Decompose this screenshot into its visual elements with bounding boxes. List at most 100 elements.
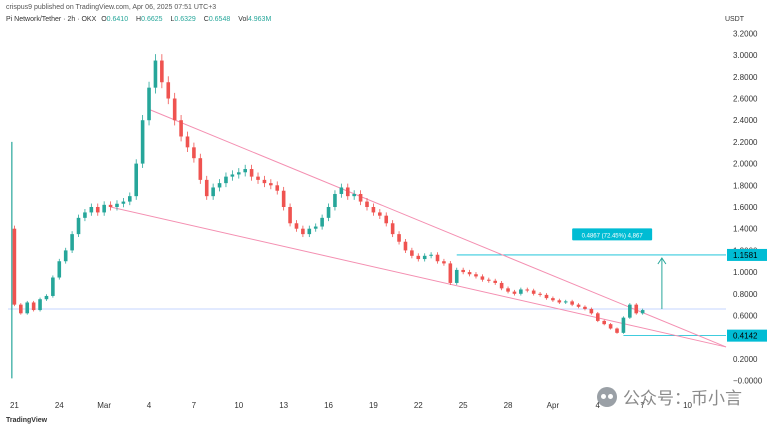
y-tick-label: 1.6000 [733,203,758,212]
candle-body [51,277,55,296]
candle-body [487,279,491,281]
candle-body [519,289,523,294]
x-tick-label: 21 [10,401,19,410]
watermark: 公众号：币小言 [597,384,742,409]
candle-body [461,269,465,273]
support-price-tag-box [727,329,767,342]
wedge-upper-trendline [148,108,727,348]
y-tick-label: 3.2000 [733,29,758,38]
candle-body [31,302,36,311]
candle-body [454,269,459,283]
candle-body [422,255,427,260]
x-tick-label: 28 [504,401,513,410]
candle-body [128,196,132,202]
candle-body [371,207,376,213]
x-tick-label: 10 [234,401,243,410]
candle-body [499,282,504,289]
candle-body [345,187,350,197]
candle-body [63,250,68,262]
candle-body [358,193,363,202]
ohlc-close: C0.6548 [203,16,231,23]
x-tick-label: 24 [55,401,64,410]
candle-body [570,301,574,305]
y-tick-label: 1.4000 [733,225,758,234]
candle-body [442,261,446,264]
candle-body [166,82,171,99]
candle-body [512,291,517,294]
candle-body [544,294,549,299]
candle-body [288,207,292,224]
x-tick-label: 7 [192,401,197,410]
candle-body [249,169,254,177]
candle-body [147,87,151,121]
candle-body [224,176,228,184]
candle-body [615,328,619,333]
symbol-name: Pi Network/Tether · 2h · OKX [6,16,97,23]
candle-body [198,158,203,180]
candle-body [378,212,382,216]
candle-body [506,288,510,292]
candle-body [19,304,23,314]
candle-body [115,203,119,207]
candle-body [89,207,94,213]
candle-body [563,301,568,303]
candle-body [102,204,106,213]
candle-body [339,187,344,194]
measure-label-box [572,228,653,241]
candle-body [269,183,273,186]
candle-body [403,241,408,251]
x-tick-label: 25 [459,401,468,410]
wedge-lower-trendline [110,206,727,348]
candle-body [589,308,594,314]
candle-body [467,272,472,275]
y-tick-label: 0.8000 [733,290,758,299]
candle-body [160,60,164,83]
candle-body [640,310,645,314]
candle-body [134,163,139,197]
candle-body [262,179,267,184]
x-tick-label: 19 [369,401,378,410]
x-tick-label: 4 [596,401,601,410]
candle-body [256,176,260,180]
candle-body [525,289,530,291]
candle-body [95,207,100,213]
candle-body [410,250,414,256]
candle-body [172,98,177,121]
candle-body [576,304,581,307]
x-tick-label: 10 [683,401,692,410]
target-price-tag: 1.1581 [733,251,758,260]
watermark-text: 公众号：币小言 [623,389,742,408]
y-tick-label: 0.2000 [733,355,758,364]
y-tick-label: 3.0000 [733,51,758,60]
candle-body [57,261,62,278]
candle-body [480,276,485,280]
candle-body [25,302,30,314]
candle-body [326,207,331,218]
x-tick-label: 16 [324,401,333,410]
x-tick-label: 13 [279,401,288,410]
candle-body [448,263,453,283]
candle-body [140,120,145,164]
candle-body [595,313,600,321]
y-tick-label: −0.0000 [733,377,763,386]
candle-body [608,324,613,329]
candle-body [307,228,312,235]
candle-body [474,274,478,277]
x-tick-label: Mar [97,401,111,410]
y-tick-label: 2.0000 [733,160,758,169]
publish-info: crispus9 published on TradingView.com, A… [6,4,217,11]
y-tick-label: 2.6000 [733,95,758,104]
candle-body [320,217,324,227]
candle-body [397,234,401,242]
candle-body [230,174,235,177]
candle-body [634,304,639,314]
candle-body [384,215,389,224]
x-tick-label: 4 [147,401,152,410]
candle-body [621,317,626,333]
ohlc-volume: Vol4.963M [238,16,272,23]
y-tick-label: 2.2000 [733,138,758,147]
y-tick-label: 2.8000 [733,73,758,82]
y-tick-label: 1.8000 [733,181,758,190]
x-tick-label: Apr [547,401,560,410]
